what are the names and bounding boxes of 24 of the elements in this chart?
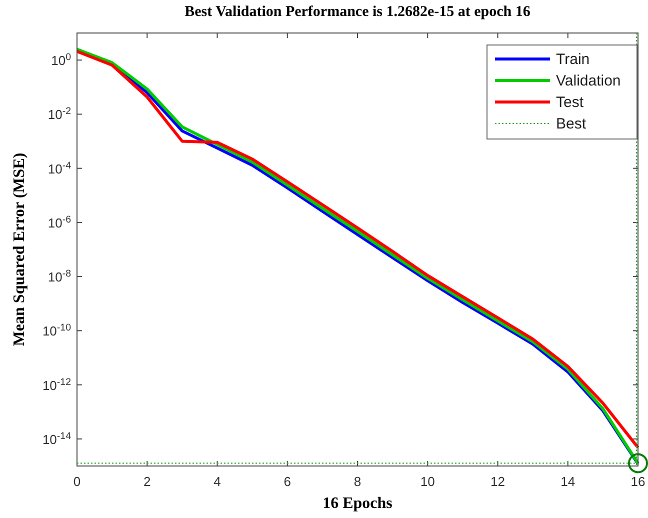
y-tick-label: 10$^{-12}$ [42, 376, 71, 393]
x-tick-label: 4 [214, 474, 221, 489]
y-tick-label: 10$^{-10}$ [42, 322, 72, 339]
x-tick-label: 2 [144, 474, 151, 489]
chart-title: Best Validation Performance is 1.2682e-15 at epoch 16 [184, 4, 531, 20]
legend-label: Best [556, 116, 587, 132]
x-tick-label: 14 [560, 474, 576, 489]
y-tick-label: 10$^{-14}$ [42, 430, 72, 447]
x-tick-label: 6 [284, 474, 291, 489]
legend-label: Validation [556, 72, 621, 90]
y-tick-label: 10$^{-4}$ [48, 160, 72, 176]
x-tick-label: 12 [490, 474, 505, 489]
y-axis-title: Mean Squared Error (MSE) [11, 152, 28, 346]
x-tick-label: 10 [420, 474, 435, 489]
y-tick-label: 10$^{-2}$ [48, 106, 71, 122]
legend-label: Train [556, 51, 590, 68]
x-tick-label: 16 [630, 474, 646, 489]
y-tick-label: 10$^{0}$ [51, 52, 72, 68]
x-axis-title: 16 Epochs [322, 495, 392, 512]
y-tick-label: 10$^{-6}$ [48, 214, 71, 230]
y-tick-label: 10$^{-8}$ [48, 268, 71, 285]
x-tick-label: 8 [354, 474, 362, 489]
x-tick-label: 0 [73, 474, 81, 489]
legend-label: Test [556, 94, 584, 111]
